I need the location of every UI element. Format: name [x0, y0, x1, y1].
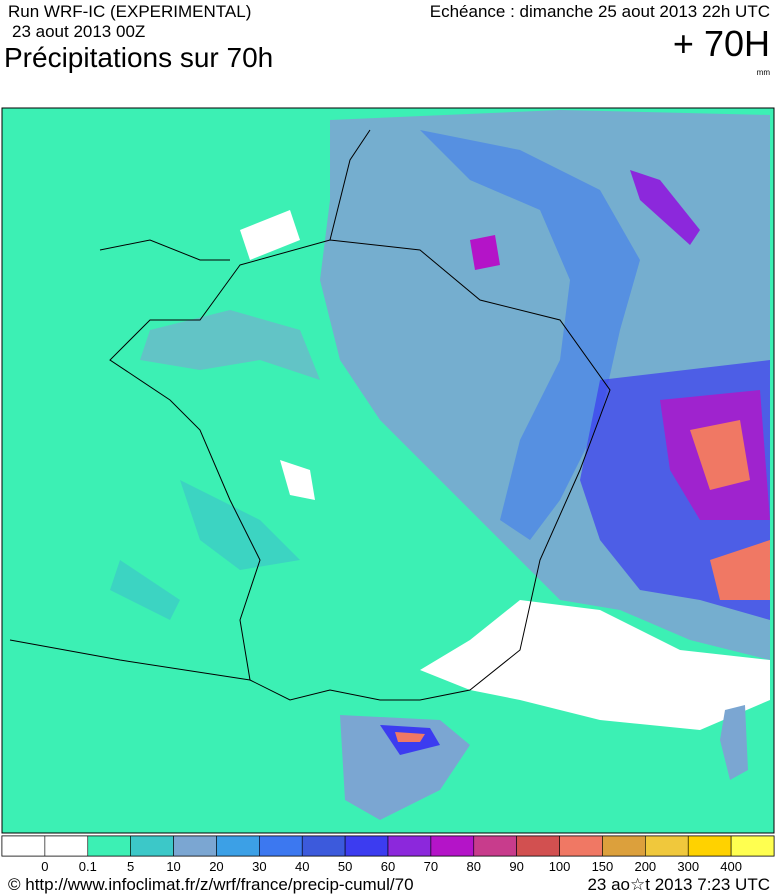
legend-level: 20 [209, 859, 223, 874]
legend-swatch [387, 835, 432, 857]
legend-swatch [259, 835, 303, 857]
legend-level: 150 [592, 859, 614, 874]
legend-swatch [301, 835, 346, 857]
legend-swatch [559, 835, 603, 857]
map-title: Précipitations sur 70h [4, 42, 273, 73]
legend-swatch [216, 835, 260, 857]
legend-level: 50 [338, 859, 352, 874]
legend-swatch [173, 835, 217, 857]
legend-swatch [516, 835, 560, 857]
legend-level: 90 [509, 859, 523, 874]
map [1, 107, 775, 834]
color-legend: 0 0.1 5 10 20 30 40 50 60 70 80 90 100 150 200 300 400 [1, 835, 775, 874]
legend-swatch [44, 835, 89, 857]
run-label: Run WRF-IC (EXPERIMENTAL) [8, 2, 251, 21]
legend-swatch [430, 835, 475, 857]
source-url: © http://www.infoclimat.fr/z/wrf/france/… [8, 875, 414, 894]
legend-level: 70 [424, 859, 438, 874]
unit: mm [757, 68, 771, 77]
legend-swatch [602, 835, 646, 857]
generated-time: 23 ao☆t 2013 7:23 UTC [587, 875, 770, 894]
lead-time: + 70H [673, 23, 770, 64]
legend-swatch [645, 835, 689, 857]
legend-level: 40 [295, 859, 309, 874]
legend-swatch [87, 835, 131, 857]
legend-level: 0.1 [79, 859, 97, 874]
legend-level: 30 [252, 859, 266, 874]
legend-swatch [1, 835, 46, 857]
legend-level: 0 [41, 859, 48, 874]
legend-swatch [344, 835, 389, 857]
legend-level: 300 [677, 859, 699, 874]
echeance: Echéance : dimanche 25 aout 2013 22h UTC [430, 2, 770, 21]
legend-level: 100 [549, 859, 571, 874]
legend-level: 60 [381, 859, 395, 874]
legend-level: 80 [467, 859, 481, 874]
legend-swatch [730, 835, 775, 857]
run-date: 23 aout 2013 00Z [12, 22, 145, 41]
legend-level: 10 [166, 859, 180, 874]
legend-swatch [473, 835, 517, 857]
legend-swatch [130, 835, 174, 857]
legend-level: 200 [634, 859, 656, 874]
legend-level: 5 [127, 859, 134, 874]
legend-swatch [687, 835, 732, 857]
legend-level: 400 [720, 859, 742, 874]
